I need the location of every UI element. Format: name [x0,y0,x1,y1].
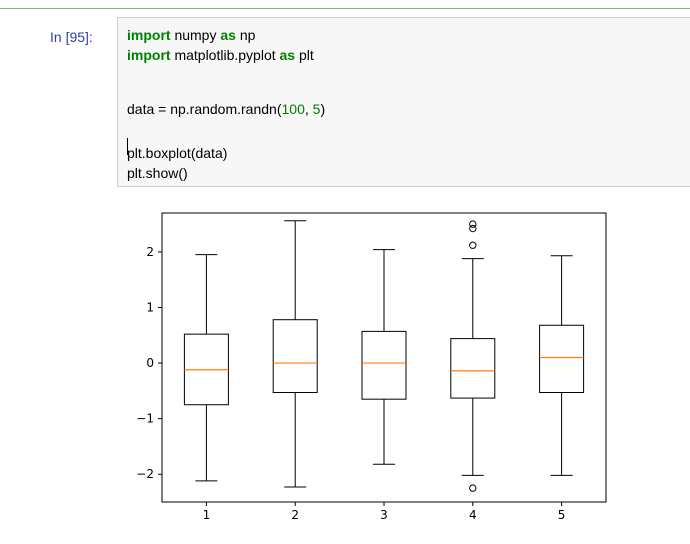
code-text: , [304,101,313,117]
keyword-as: as [279,47,296,63]
cell-output: −2 −1 0 1 2 1 2 3 4 5 [0,190,690,544]
y-tick-label: 2 [146,245,154,259]
box [539,324,585,394]
code-text: data = np.random.randn( [127,101,282,117]
x-tick-label: 2 [291,508,299,522]
x-tick-label: 3 [380,508,388,522]
keyword-import: import [127,27,171,43]
x-tick-label: 1 [203,508,211,522]
text-cursor [127,138,128,155]
code-text: plt [295,47,314,63]
boxplot-chart: −2 −1 0 1 2 1 2 3 4 5 [136,212,607,522]
x-tick-label: 5 [558,508,566,522]
number-literal: 5 [312,101,321,117]
code-line-3[interactable]: data = np.random.randn(100, 5) [127,99,325,119]
code-text: np [235,27,256,43]
y-tick-label: 1 [146,300,154,314]
box [272,319,318,394]
box [361,330,407,400]
keyword-as: as [220,27,236,43]
y-tick-label: −2 [136,467,154,481]
code-text: matplotlib.pyplot [170,47,280,63]
outlier-point [469,484,477,492]
keyword-import: import [127,47,171,63]
cell-selection-rule [0,8,690,9]
y-tick-label: −1 [136,412,154,426]
y-tick-label: 0 [146,356,154,370]
box [450,338,496,399]
outlier-point [469,224,477,233]
code-cell-editor[interactable]: import numpy as np import matplotlib.pyp… [117,17,690,187]
outlier-point [469,241,477,249]
code-text: numpy [170,27,221,43]
code-text: ) [320,101,326,117]
code-line-2[interactable]: import matplotlib.pyplot as plt [127,45,314,65]
code-line-5[interactable]: plt.show() [127,165,188,181]
input-prompt: In [95]: [50,29,93,45]
outlier-point [469,220,477,228]
number-literal: 100 [281,101,305,117]
code-line-1[interactable]: import numpy as np [127,25,255,45]
x-tick-label: 4 [469,508,477,522]
code-line-4[interactable]: plt.boxplot(data) [127,145,228,161]
